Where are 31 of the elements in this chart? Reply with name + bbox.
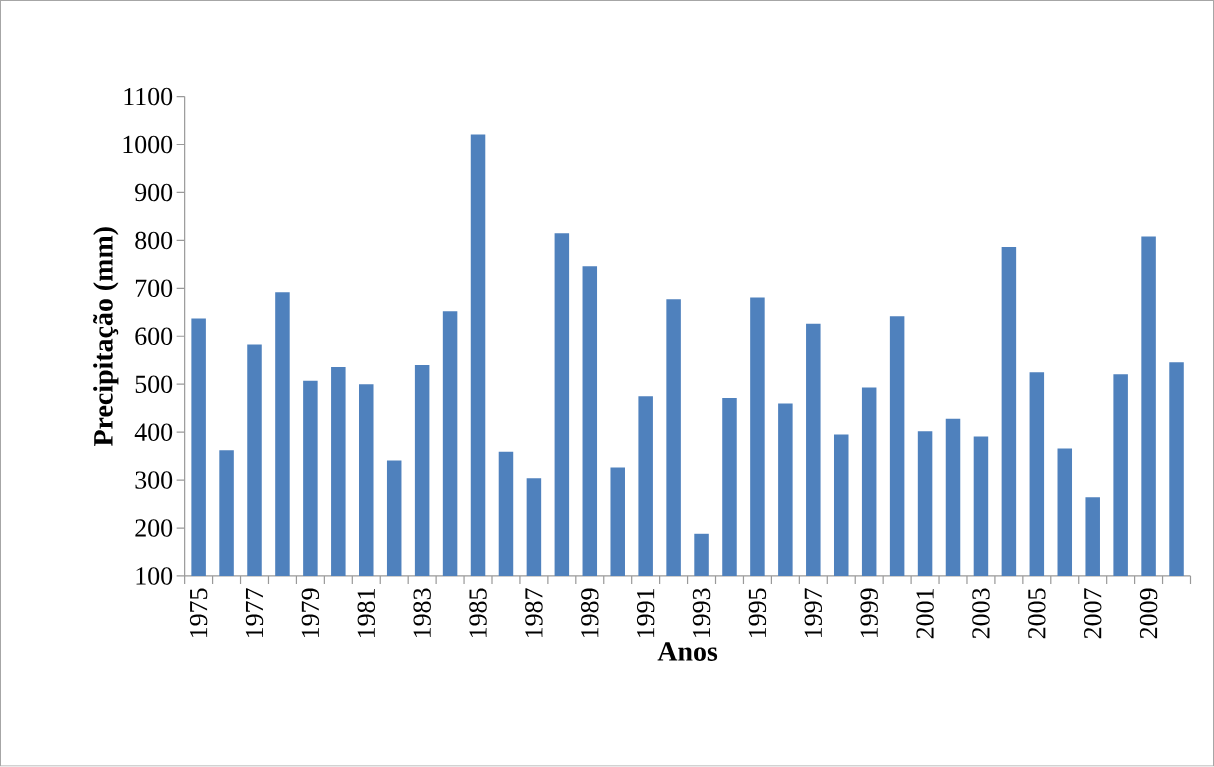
- x-tick-label: 1979: [301, 588, 320, 638]
- y-tick-label: 1000: [123, 135, 173, 154]
- y-tick-label: 300: [135, 471, 173, 490]
- x-tick-label: 1999: [860, 588, 878, 638]
- x-tick-label: 2007: [1083, 588, 1102, 639]
- x-tick-label: 1991: [636, 589, 655, 638]
- y-tick-label: 500: [135, 375, 173, 394]
- y-tick-label: 600: [135, 327, 173, 346]
- x-tick-label: 2003: [972, 588, 990, 639]
- y-tick-label: 400: [134, 423, 173, 442]
- y-tick-label: 100: [136, 567, 173, 585]
- x-tick-label: 1983: [413, 588, 431, 638]
- x-tick-label: 1995: [748, 588, 767, 638]
- y-tick-label: 800: [135, 231, 173, 250]
- x-tick-label: 1977: [245, 588, 264, 638]
- y-tick-label: 900: [135, 183, 173, 202]
- x-tick-label: 1987: [525, 588, 543, 638]
- x-tick-label: 1993: [692, 588, 711, 638]
- x-tick-label: 1975: [189, 588, 208, 638]
- y-axis-title: Precipitação (mm): [93, 227, 119, 447]
- y-tick-label: 200: [135, 519, 173, 537]
- x-tick-label: 2009: [1139, 588, 1158, 639]
- x-axis-title: Anos: [657, 642, 718, 662]
- x-tick-label: 1981: [357, 589, 376, 638]
- x-tick-label: 2005: [1028, 588, 1046, 639]
- x-tick-label: 1997: [804, 588, 823, 638]
- x-tick-label: 1989: [581, 588, 599, 638]
- x-tick-label: 2001: [916, 589, 934, 639]
- y-tick-label: 700: [135, 279, 173, 298]
- y-tick-label: 1100: [124, 88, 173, 106]
- x-tick-label: 1985: [469, 588, 487, 638]
